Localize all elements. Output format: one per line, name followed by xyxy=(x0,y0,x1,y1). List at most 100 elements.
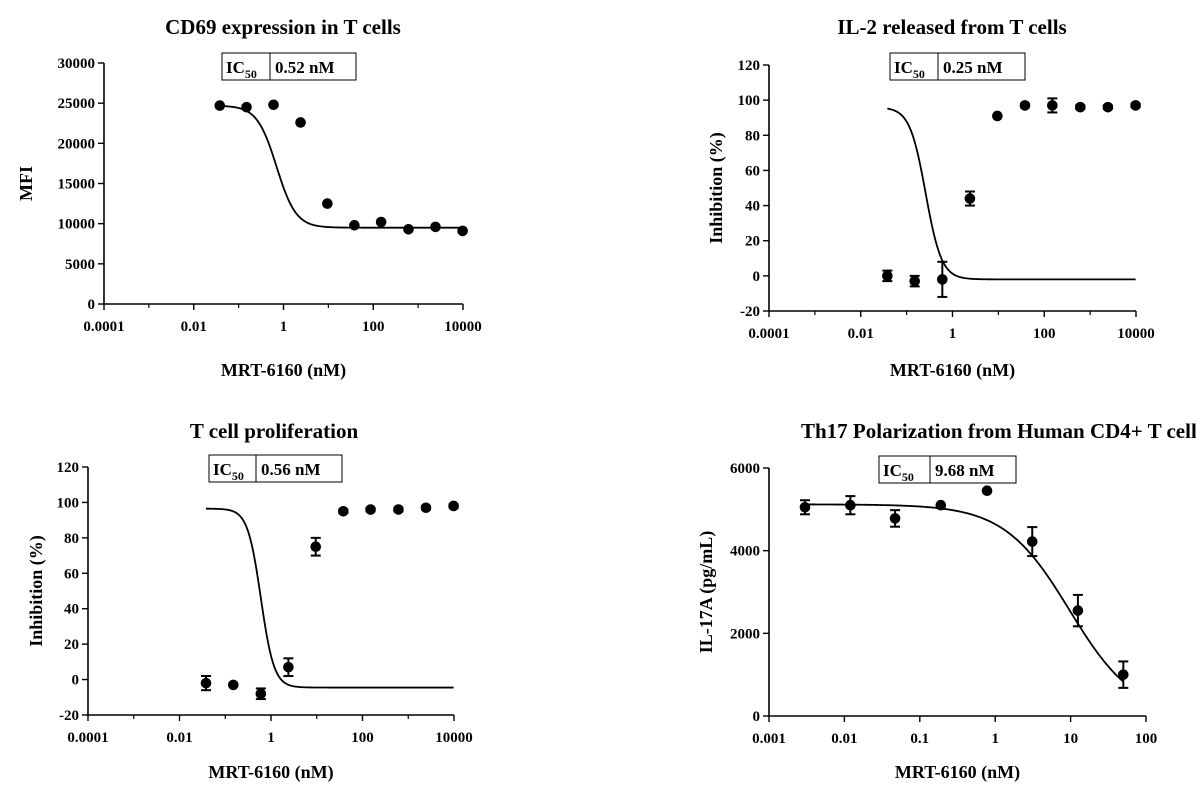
x-tick-label: 0.01 xyxy=(848,326,874,342)
y-tick-label: 40 xyxy=(64,602,79,618)
data-point xyxy=(1130,100,1141,111)
ic50-value-cell xyxy=(937,52,1026,81)
data-point xyxy=(349,219,360,231)
ic50-value: 0.56 nM xyxy=(261,460,321,479)
y-tick-label: -20 xyxy=(59,708,79,724)
data-point xyxy=(420,502,432,514)
y-tick-label: 0 xyxy=(88,297,96,313)
data-point xyxy=(375,216,387,228)
x-tick-label: 1 xyxy=(280,319,288,335)
chart-title: IL-2 released from T cells xyxy=(837,15,1066,39)
data-point xyxy=(365,504,376,515)
y-axis-label: MFI xyxy=(16,166,36,201)
x-tick-label: 0.01 xyxy=(181,319,207,335)
ic50-value: 0.52 nM xyxy=(275,58,335,77)
data-point xyxy=(935,499,947,511)
y-tick-label: 120 xyxy=(57,460,80,476)
chart-panel-2: IL-2 released from T cells-2002040608010… xyxy=(706,15,1155,381)
chart-panel-4: Th17 Polarization from Human CD4+ T cell… xyxy=(696,419,1196,783)
y-tick-label: 60 xyxy=(64,566,79,582)
ic50-label-main: IC xyxy=(883,461,902,480)
y-tick-label: 30000 xyxy=(58,56,96,72)
data-point xyxy=(228,679,239,691)
data-point xyxy=(889,513,901,524)
y-tick-label: 0 xyxy=(753,709,761,725)
ic50-label: IC50 xyxy=(213,460,244,483)
data-point xyxy=(1118,669,1129,680)
data-point xyxy=(845,499,856,511)
y-tick-label: 80 xyxy=(745,128,760,144)
y-tick-label: 0 xyxy=(753,269,761,285)
ic50-label-sub: 50 xyxy=(232,469,244,483)
x-tick-label: 0.01 xyxy=(166,730,192,746)
x-tick-label: 100 xyxy=(362,319,385,335)
y-tick-label: -20 xyxy=(740,304,760,320)
x-tick-label: 0.1 xyxy=(910,731,929,747)
chart-panel-1: CD69 expression in T cells05000100001500… xyxy=(16,15,482,381)
chart-panel-3: T cell proliferation -20 0 20 40 60 80 100 120 0.… xyxy=(26,419,473,783)
chart-title: T cell proliferation xyxy=(190,419,359,443)
data-point xyxy=(268,99,279,111)
data-point xyxy=(909,275,921,287)
data-point xyxy=(1074,101,1086,113)
data-point xyxy=(981,485,993,497)
y-tick-label: 120 xyxy=(738,58,761,74)
y-tick-label: 20 xyxy=(745,234,760,250)
data-point xyxy=(214,100,226,111)
y-tick-label: 0 xyxy=(72,673,80,689)
ic50-label-sub: 50 xyxy=(902,470,914,484)
data-point xyxy=(200,677,212,689)
ic50-label-main: IC xyxy=(213,460,232,479)
data-point xyxy=(1026,536,1038,547)
ic50-value-cell xyxy=(255,454,343,483)
data-point xyxy=(937,274,948,285)
ic50-label: IC50 xyxy=(883,461,914,484)
ic50-label: IC50 xyxy=(226,58,257,81)
x-tick-label: 0.0001 xyxy=(748,326,789,342)
ic50-value-cell xyxy=(929,455,1017,484)
data-point xyxy=(255,688,267,700)
x-axis-label: MRT-6160 (nM) xyxy=(221,360,346,381)
x-tick-label: 10000 xyxy=(444,319,482,335)
data-point xyxy=(992,110,1003,122)
data-point xyxy=(882,270,893,282)
x-tick-label: 0.01 xyxy=(831,731,857,747)
x-tick-label: 0.0001 xyxy=(83,319,124,335)
ic50-label-main: IC xyxy=(226,58,245,77)
x-tick-label: 0.001 xyxy=(752,731,786,747)
x-tick-label: 100 xyxy=(1033,326,1056,342)
data-point xyxy=(1072,605,1084,616)
y-axis-label: IL-17A (pg/mL) xyxy=(696,531,717,654)
y-tick-label: 25000 xyxy=(58,96,96,112)
x-axis-label: MRT-6160 (nM) xyxy=(208,762,333,783)
ic50-label-sub: 50 xyxy=(913,67,925,81)
y-tick-label: 20000 xyxy=(58,136,96,152)
ic50-label: IC50 xyxy=(894,58,925,81)
fit-curve xyxy=(887,107,1136,281)
y-tick-label: 40 xyxy=(745,199,760,215)
y-tick-label: 20 xyxy=(64,637,79,653)
y-tick-label: 4000 xyxy=(730,544,760,560)
fit-curve xyxy=(206,507,454,689)
data-point xyxy=(310,541,322,553)
y-tick-label: 10000 xyxy=(58,217,96,233)
data-point xyxy=(1019,100,1031,111)
x-tick-label: 1 xyxy=(949,326,957,342)
ic50-value-cell xyxy=(269,52,357,81)
y-tick-label: 15000 xyxy=(58,177,96,193)
x-tick-label: 1 xyxy=(991,731,999,747)
y-axis-label: Inhibition (%) xyxy=(706,132,727,244)
x-axis-label: MRT-6160 (nM) xyxy=(890,360,1015,381)
ic50-value: 0.25 nM xyxy=(943,58,1003,77)
data-point xyxy=(964,193,976,204)
data-point xyxy=(457,225,468,237)
y-axis-label: Inhibition (%) xyxy=(26,535,47,647)
x-tick-label: 0.0001 xyxy=(67,730,108,746)
data-point xyxy=(241,101,252,113)
x-tick-label: 100 xyxy=(1135,731,1158,747)
y-tick-label: 5000 xyxy=(65,257,95,273)
chart-title: Th17 Polarization from Human CD4+ T cell… xyxy=(801,419,1196,443)
x-tick-label: 10000 xyxy=(1117,326,1155,342)
y-tick-label: 6000 xyxy=(730,461,760,477)
data-point xyxy=(403,223,414,235)
